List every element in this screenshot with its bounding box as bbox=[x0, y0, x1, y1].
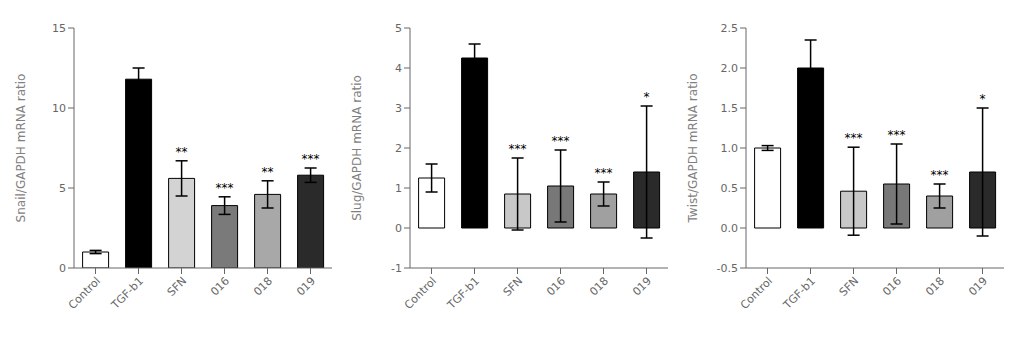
svg-text:TGF-b1: TGF-b1 bbox=[108, 274, 146, 312]
svg-text:SFN: SFN bbox=[501, 274, 525, 298]
svg-text:*: * bbox=[644, 90, 650, 104]
svg-text:Control: Control bbox=[402, 274, 439, 311]
svg-text:4: 4 bbox=[395, 62, 402, 75]
svg-text:2.5: 2.5 bbox=[721, 22, 739, 35]
svg-text:Twist/GAPDH mRNA ratio: Twist/GAPDH mRNA ratio bbox=[686, 73, 700, 223]
svg-text:1.5: 1.5 bbox=[721, 102, 739, 115]
svg-text:5: 5 bbox=[59, 182, 66, 195]
svg-text:Control: Control bbox=[738, 274, 775, 311]
svg-text:***: *** bbox=[931, 168, 949, 182]
svg-text:0: 0 bbox=[59, 262, 66, 275]
svg-text:-0.5: -0.5 bbox=[717, 262, 738, 275]
svg-text:15: 15 bbox=[52, 22, 66, 35]
svg-text:-1: -1 bbox=[391, 262, 402, 275]
svg-text:2.0: 2.0 bbox=[721, 62, 739, 75]
svg-text:0: 0 bbox=[395, 222, 402, 235]
svg-text:***: *** bbox=[845, 131, 863, 145]
svg-text:016: 016 bbox=[544, 274, 568, 298]
svg-text:018: 018 bbox=[923, 274, 947, 298]
svg-text:SFN: SFN bbox=[837, 274, 861, 298]
svg-text:***: *** bbox=[595, 166, 613, 180]
svg-text:5: 5 bbox=[395, 22, 402, 35]
svg-text:016: 016 bbox=[880, 274, 904, 298]
svg-text:***: *** bbox=[302, 152, 320, 166]
svg-text:0.5: 0.5 bbox=[721, 182, 739, 195]
svg-text:***: *** bbox=[509, 142, 527, 156]
svg-text:0.0: 0.0 bbox=[721, 222, 739, 235]
svg-text:019: 019 bbox=[966, 274, 990, 298]
svg-text:***: *** bbox=[552, 134, 570, 148]
svg-text:Snail/GAPDH mRNA ratio: Snail/GAPDH mRNA ratio bbox=[14, 74, 28, 223]
svg-text:10: 10 bbox=[52, 102, 66, 115]
svg-text:*: * bbox=[980, 92, 986, 106]
svg-text:SFN: SFN bbox=[165, 274, 189, 298]
svg-text:018: 018 bbox=[587, 274, 611, 298]
svg-text:***: *** bbox=[888, 128, 906, 142]
svg-text:2: 2 bbox=[395, 142, 402, 155]
svg-text:1: 1 bbox=[395, 182, 402, 195]
svg-text:***: *** bbox=[216, 181, 234, 195]
svg-text:**: ** bbox=[262, 165, 274, 179]
svg-text:TGF-b1: TGF-b1 bbox=[444, 274, 482, 312]
svg-text:3: 3 bbox=[395, 102, 402, 115]
svg-text:1.0: 1.0 bbox=[721, 142, 739, 155]
svg-text:016: 016 bbox=[208, 274, 232, 298]
svg-text:018: 018 bbox=[251, 274, 275, 298]
svg-text:Control: Control bbox=[66, 274, 103, 311]
svg-text:019: 019 bbox=[630, 274, 654, 298]
svg-text:019: 019 bbox=[294, 274, 318, 298]
svg-text:Slug/GAPDH mRNA ratio: Slug/GAPDH mRNA ratio bbox=[350, 75, 364, 221]
svg-text:TGF-b1: TGF-b1 bbox=[780, 274, 818, 312]
svg-text:**: ** bbox=[176, 145, 188, 159]
